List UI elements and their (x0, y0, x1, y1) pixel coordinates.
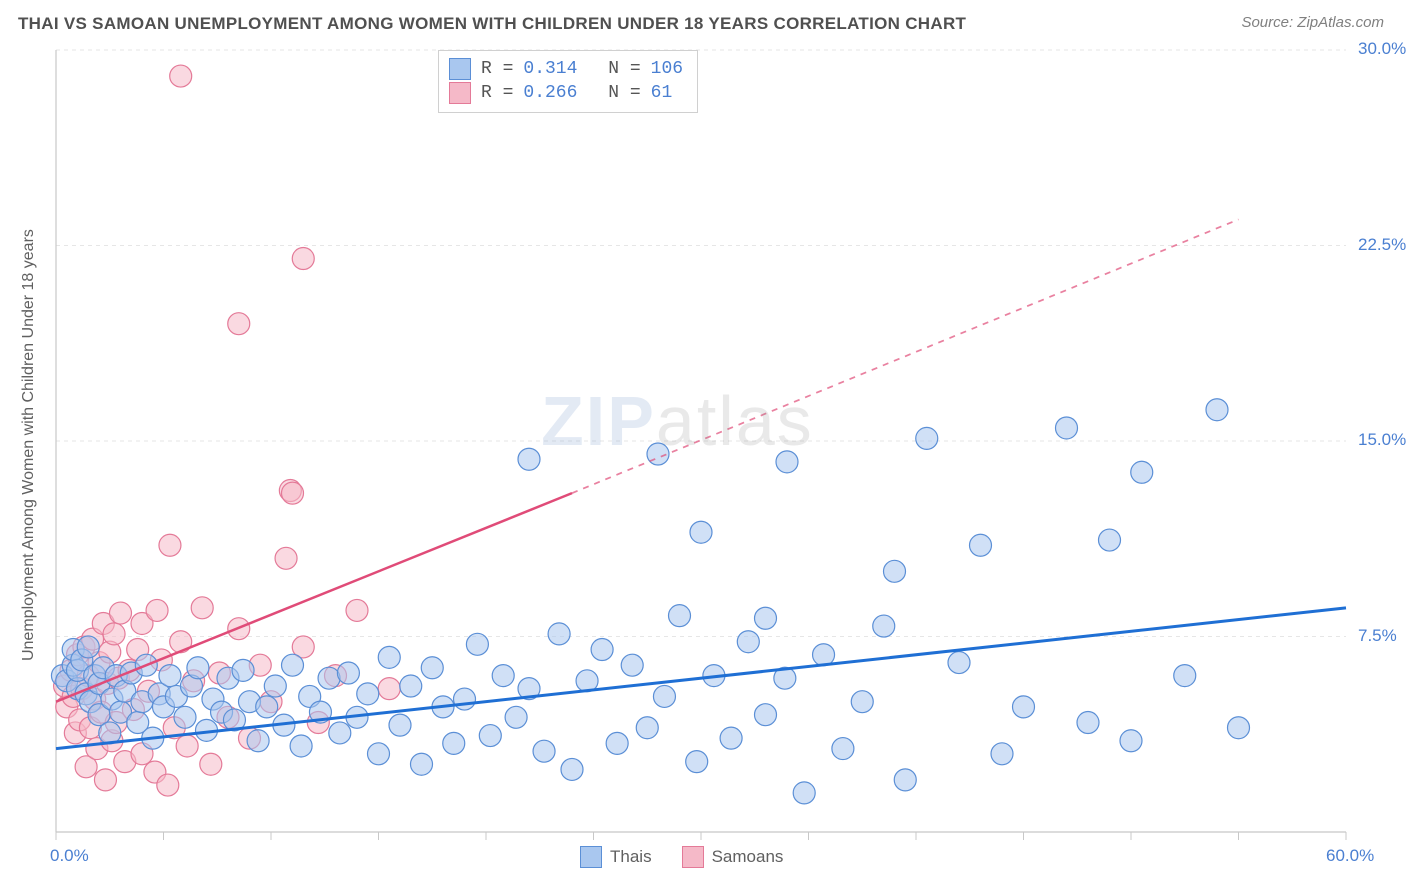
scatter-chart (0, 0, 1406, 892)
stats-n-label-samoans: N = (608, 81, 640, 105)
legend-swatch-samoans (682, 846, 704, 868)
legend-label-thais: Thais (610, 847, 652, 867)
legend-item-thais: Thais (580, 846, 652, 868)
stats-r-label-samoans: R = (481, 81, 513, 105)
x-tick-end: 60.0% (1326, 846, 1374, 866)
stats-n-value-thais: 106 (651, 57, 683, 81)
legend-item-samoans: Samoans (682, 846, 784, 868)
stats-r-value-thais: 0.314 (523, 57, 577, 81)
y-tick-label: 30.0% (1358, 39, 1406, 59)
x-tick-start: 0.0% (50, 846, 89, 866)
swatch-thais (449, 58, 471, 80)
stats-row-thais: R = 0.314 N = 106 (449, 57, 683, 81)
stats-box: R = 0.314 N = 106 R = 0.266 N = 61 (438, 50, 698, 113)
legend-label-samoans: Samoans (712, 847, 784, 867)
stats-r-value-samoans: 0.266 (523, 81, 577, 105)
chart-container: THAI VS SAMOAN UNEMPLOYMENT AMONG WOMEN … (0, 0, 1406, 892)
stats-r-label-thais: R = (481, 57, 513, 81)
y-tick-label: 15.0% (1358, 430, 1406, 450)
y-tick-label: 22.5% (1358, 235, 1406, 255)
swatch-samoans (449, 82, 471, 104)
stats-row-samoans: R = 0.266 N = 61 (449, 81, 683, 105)
y-tick-label: 7.5% (1358, 626, 1397, 646)
stats-n-label-thais: N = (608, 57, 640, 81)
legend-swatch-thais (580, 846, 602, 868)
stats-n-value-samoans: 61 (651, 81, 673, 105)
legend-bottom: Thais Samoans (580, 846, 783, 868)
